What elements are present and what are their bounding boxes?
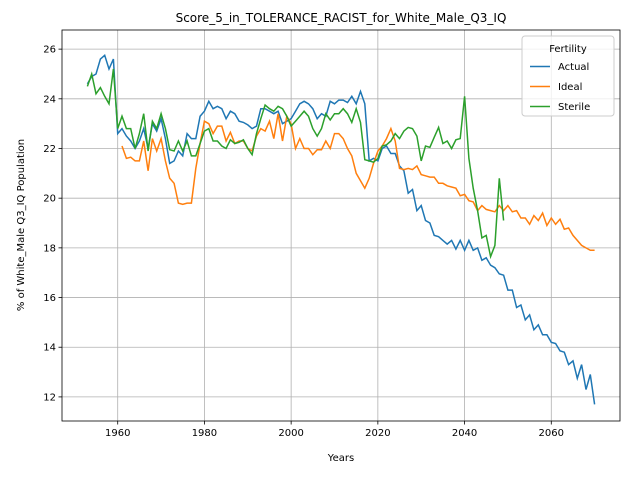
y-tick-label: 12: [43, 392, 56, 403]
x-tick-label: 2040: [452, 428, 477, 439]
x-tick-label: 2060: [539, 428, 564, 439]
series-line: [86, 68, 505, 260]
series-line: [121, 113, 595, 252]
x-tick-label: 2020: [365, 428, 390, 439]
plot-frame: [61, 29, 621, 422]
y-tick-label: 14: [43, 343, 56, 354]
legend-label: Ideal: [558, 82, 582, 93]
y-tick-label: 26: [43, 45, 56, 56]
x-tick-label: 2000: [278, 428, 303, 439]
chart-title: Score_5_in_TOLERANCE_RACIST_for_White_Ma…: [176, 11, 507, 25]
legend-box: [521, 35, 615, 117]
y-tick-label: 20: [43, 194, 56, 205]
legend: Fertility Actual Ideal Sterile: [521, 35, 615, 117]
legend-title: Fertility: [549, 44, 587, 55]
y-tick-label: 16: [43, 293, 56, 304]
y-tick-label: 24: [43, 94, 56, 105]
x-tick-label: 1960: [105, 428, 130, 439]
y-tick-label: 22: [43, 144, 56, 155]
y-axis-label: % of White_Male Q3_IQ Population: [16, 139, 27, 311]
series-line: [86, 53, 596, 405]
legend-label: Sterile: [558, 102, 590, 113]
x-tick-label: 1980: [192, 428, 217, 439]
legend-label: Actual: [558, 62, 589, 73]
y-tick-label: 18: [43, 243, 56, 254]
x-axis-label: Years: [327, 453, 354, 464]
